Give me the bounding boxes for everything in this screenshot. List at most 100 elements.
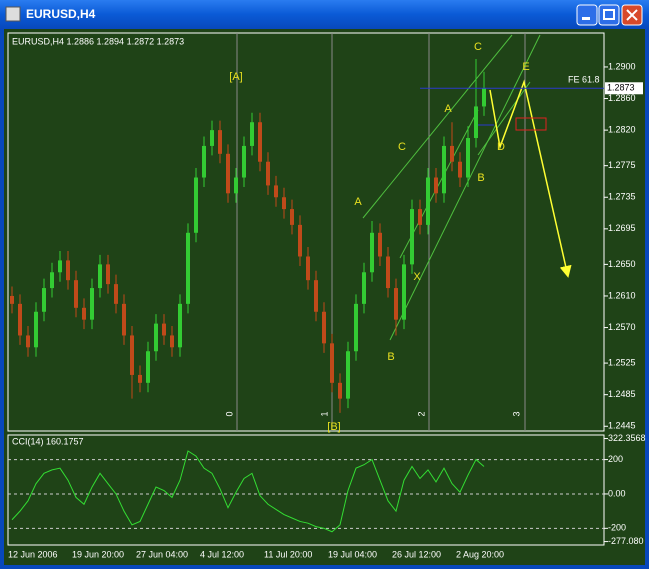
price-box — [605, 82, 643, 95]
maximize-icon — [603, 9, 615, 20]
candle-body — [194, 177, 198, 233]
candle-body — [98, 264, 102, 289]
y-tick-label: 1.2735 — [608, 192, 636, 202]
candle-body — [114, 284, 118, 304]
candle-body — [234, 177, 238, 194]
candle-body — [386, 256, 390, 289]
date-label: 2 Aug 20:00 — [456, 549, 504, 559]
candle-body — [458, 161, 462, 178]
date-label: 4 Jul 12:00 — [200, 549, 244, 559]
candle-body — [202, 145, 206, 178]
candle-body — [482, 88, 486, 107]
y-tick-label: 1.2775 — [608, 160, 636, 170]
title-bar — [0, 0, 649, 29]
y-tick-label: 1.2900 — [608, 61, 636, 71]
wave-label: C — [474, 41, 482, 53]
minimize-button[interactable] — [576, 4, 598, 26]
candle-body — [290, 209, 294, 225]
candle-body — [66, 260, 70, 281]
candle-body — [434, 177, 438, 194]
candle-body — [106, 264, 110, 285]
fe-label: FE 61.8 — [568, 75, 600, 85]
candle-body — [330, 343, 334, 383]
candle-body — [274, 185, 278, 198]
wave-label: D — [497, 141, 505, 153]
wave-label: X — [413, 271, 421, 283]
candle-body — [74, 280, 78, 308]
wave-label: 3 — [511, 411, 521, 416]
candle-body — [226, 153, 230, 194]
candle-body — [50, 272, 54, 289]
candle-body — [26, 335, 30, 348]
candle-body — [466, 138, 470, 178]
minimize-icon — [582, 17, 590, 20]
date-label: 19 Jun 20:00 — [72, 549, 124, 559]
cci-title: CCI(14) 160.1757 — [12, 436, 84, 446]
projection-arrow — [489, 79, 572, 278]
y-tick-label: 1.2445 — [608, 421, 636, 431]
wave-label: B — [477, 172, 484, 184]
channel-line — [477, 81, 531, 156]
candle-body — [354, 303, 358, 352]
wave-label: [A] — [229, 71, 242, 83]
cci-panel — [7, 434, 605, 546]
date-label: 12 Jun 2006 — [8, 549, 58, 559]
candle-body — [90, 288, 94, 320]
candle-body — [266, 161, 270, 186]
candle-body — [298, 224, 302, 257]
candle-body — [210, 130, 214, 146]
date-label: 27 Jun 04:00 — [136, 549, 188, 559]
channel-line — [362, 34, 513, 219]
date-label: 26 Jul 12:00 — [392, 549, 441, 559]
candle-body — [346, 351, 350, 399]
candle-body — [282, 197, 286, 210]
candle-body — [442, 145, 446, 194]
candle-body — [130, 335, 134, 375]
candle-body — [10, 295, 14, 304]
wave-label: 1 — [319, 411, 329, 416]
candle-body — [306, 256, 310, 281]
channel-line — [389, 34, 541, 341]
candle-body — [338, 382, 342, 399]
y-tick-label: 1.2610 — [608, 290, 636, 300]
candle-body — [394, 288, 398, 320]
candle-body — [242, 145, 246, 178]
y-tick-label: 1.2570 — [608, 322, 636, 332]
candle-body — [162, 323, 166, 336]
candle-body — [146, 351, 150, 383]
maximize-button[interactable] — [598, 4, 620, 26]
candle-body — [426, 177, 430, 225]
wave-label: A — [354, 196, 362, 208]
candle-body — [474, 106, 478, 139]
wave-label: E — [522, 61, 529, 73]
y-tick-label: 1.2695 — [608, 223, 636, 233]
candle-body — [186, 232, 190, 304]
candle-body — [322, 311, 326, 344]
wave-label: 2 — [416, 411, 426, 416]
y-tick-label: -277.080 — [608, 536, 644, 546]
wave-label: A — [444, 103, 452, 115]
y-tick-label: 1.2860 — [608, 93, 636, 103]
candle-body — [154, 323, 158, 352]
wave-label: [B] — [327, 421, 340, 433]
y-tick-label: 1.2820 — [608, 125, 636, 135]
cci-line — [11, 450, 485, 533]
app-icon — [5, 6, 21, 22]
candle-body — [370, 232, 374, 273]
y-tick-label: 322.3568 — [608, 433, 646, 443]
close-icon — [626, 9, 638, 21]
candle-body — [58, 260, 62, 273]
window-title: EURUSD,H4 — [26, 7, 96, 21]
candle-body — [34, 311, 38, 348]
candle-body — [410, 209, 414, 265]
y-tick-label: 200 — [608, 454, 623, 464]
price-panel — [7, 32, 605, 432]
candle-body — [42, 288, 46, 312]
candle-body — [82, 307, 86, 320]
candle-body — [170, 335, 174, 348]
y-tick-label: 1.2485 — [608, 389, 636, 399]
chart-info: EURUSD,H4 1.2886 1.2894 1.2872 1.2873 — [12, 36, 184, 46]
candle-body — [402, 264, 406, 320]
